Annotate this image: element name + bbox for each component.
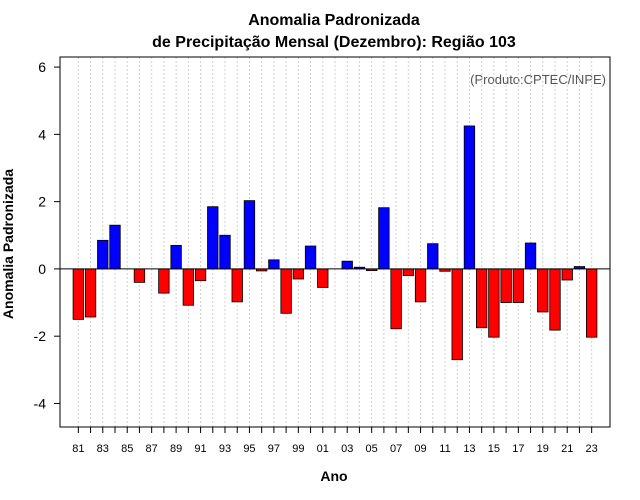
bar — [280, 268, 292, 314]
x-tick-label: 89 — [170, 443, 182, 455]
bar — [476, 268, 488, 329]
bar — [390, 268, 402, 330]
bar — [537, 268, 549, 313]
x-tick-label: 07 — [390, 443, 402, 455]
bar — [512, 268, 524, 303]
x-tick-label: 13 — [463, 443, 475, 455]
bar — [463, 125, 476, 270]
bar — [414, 268, 427, 303]
x-tick-label: 15 — [488, 443, 500, 455]
bar — [402, 268, 414, 277]
chart-subtitle: de Precipitação Mensal (Dezembro): Regiã… — [152, 34, 516, 51]
y-axis-label: Anomalia Padronizada — [0, 169, 16, 319]
bar — [109, 224, 121, 270]
bar — [524, 242, 537, 270]
x-tick-label: 91 — [194, 443, 206, 455]
bar — [586, 268, 598, 338]
x-tick-label: 85 — [121, 443, 133, 455]
bar — [378, 207, 390, 270]
x-tick-label: 83 — [97, 443, 109, 455]
x-tick-label: 87 — [146, 443, 158, 455]
bar — [133, 268, 146, 283]
x-tick-label: 01 — [317, 443, 329, 455]
bar — [170, 244, 182, 270]
y-tick-label: 0 — [38, 261, 46, 277]
y-tick-label: 4 — [38, 126, 46, 142]
y-tick-label: 2 — [38, 194, 46, 210]
x-axis-label: Ano — [320, 468, 347, 484]
bar — [561, 268, 573, 281]
source-annotation: (Produto:CPTEC/INPE) — [470, 72, 606, 87]
bar — [207, 206, 219, 270]
bar — [219, 234, 231, 270]
x-tick-label: 03 — [341, 443, 353, 455]
bar — [72, 268, 84, 320]
bar — [488, 268, 500, 338]
axes: -4 -2 0 2 4 6 81 83 85 87 89 91 93 95 97 99 01 03 05 07 09 11… — [34, 56, 611, 455]
bar — [97, 239, 109, 270]
bar — [304, 245, 317, 270]
bar — [292, 268, 304, 280]
x-tick-label: 97 — [268, 443, 280, 455]
bars — [72, 125, 598, 361]
bar — [549, 268, 561, 331]
x-tick-label: 23 — [586, 443, 598, 455]
x-tick-label: 99 — [292, 443, 304, 455]
y-tick-label: -4 — [34, 395, 47, 411]
bar — [84, 268, 97, 318]
x-tick-label: 81 — [72, 443, 84, 455]
x-tick-label: 05 — [366, 443, 378, 455]
x-tick-label: 19 — [537, 443, 549, 455]
bar — [268, 259, 280, 270]
bar — [194, 268, 207, 282]
y-tick-label: 6 — [38, 59, 46, 75]
bar — [427, 243, 439, 270]
bar — [500, 268, 512, 303]
chart-title: Anomalia Padronizada — [248, 12, 420, 29]
bar — [317, 268, 329, 288]
bar — [451, 268, 463, 361]
bar — [158, 268, 170, 294]
bar — [231, 268, 243, 303]
x-tick-label: 95 — [243, 443, 255, 455]
bar — [182, 268, 194, 306]
y-tick-label: -2 — [34, 328, 47, 344]
x-tick-label: 09 — [414, 443, 426, 455]
grid-lines — [77, 57, 593, 427]
x-tick-label: 17 — [512, 443, 524, 455]
x-tick-label: 21 — [561, 443, 573, 455]
x-tick-label: 11 — [439, 443, 450, 455]
x-tick-label: 93 — [219, 443, 231, 455]
bar — [243, 200, 256, 270]
bar — [341, 260, 353, 270]
